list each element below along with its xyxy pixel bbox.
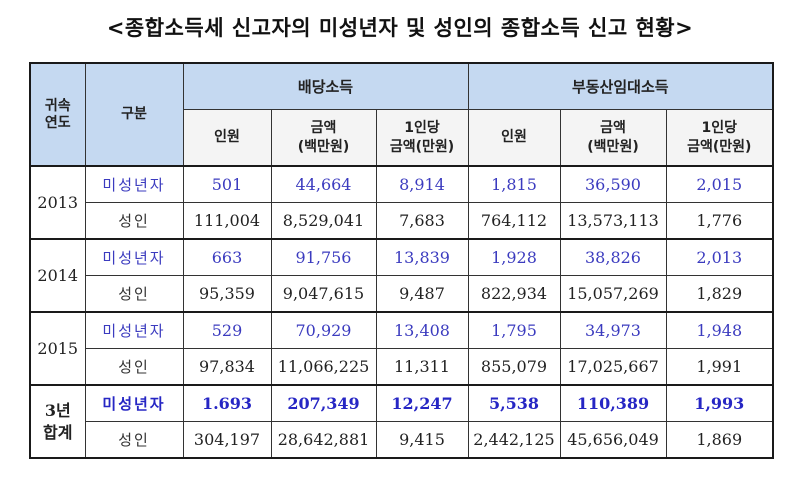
dividend-count: 501	[182, 165, 272, 203]
table-row-2015-adult: 성인 97,834 11,066,225 11,311 855,079 17,0…	[30, 348, 774, 386]
rental-count: 1,928	[467, 238, 561, 276]
dividend-per-person: 9,415	[375, 421, 469, 459]
rental-per-person: 1,776	[665, 202, 774, 240]
dividend-count: 97,834	[182, 348, 272, 386]
table-row-2014-adult: 성인 95,359 9,047,615 9,487 822,934 15,057…	[30, 275, 774, 313]
category-minor: 미성년자	[84, 165, 184, 203]
rental-per-person: 1,869	[665, 421, 774, 459]
header-group-dividend: 배당소득	[182, 62, 469, 110]
header-group-row: 귀속 연도 구분 배당소득 부동산임대소득	[29, 62, 774, 167]
category-minor: 미성년자	[84, 311, 184, 349]
dividend-per-person: 13,839	[375, 238, 469, 276]
header-rental-count: 인원	[467, 109, 561, 167]
table-row-2013-minor: 2013 미성년자 501 44,664 8,914 1,815 36,590 …	[29, 165, 774, 240]
rental-per-person: 1,991	[665, 348, 774, 386]
rental-per-person: 2,015	[665, 165, 774, 203]
header-label: 금액	[600, 119, 626, 136]
rental-amount: 13,573,113	[559, 202, 667, 240]
header-rental-amount: 금액 (백만원)	[559, 109, 667, 167]
dividend-count: 663	[182, 238, 272, 276]
header-category: 구분	[84, 62, 184, 167]
year-cell-total: 3년 합계	[29, 384, 86, 459]
rental-count: 855,079	[467, 348, 561, 386]
rental-count: 5,538	[467, 384, 561, 422]
rental-per-person: 1,829	[665, 275, 774, 313]
rental-count: 1,815	[467, 165, 561, 203]
rental-per-person: 2,013	[665, 238, 774, 276]
table-row-2013-adult: 성인 111,004 8,529,041 7,683 764,112 13,57…	[30, 202, 774, 240]
header-unit: 금액(만원)	[687, 138, 752, 155]
rental-amount: 45,656,049	[559, 421, 667, 459]
year-cell: 2013	[29, 165, 86, 240]
dividend-amount: 207,349	[270, 384, 377, 422]
header-unit: 금액(만원)	[389, 138, 455, 155]
rental-per-person: 1,948	[665, 311, 774, 349]
rental-per-person: 1,993	[665, 384, 774, 422]
dividend-per-person: 13,408	[375, 311, 469, 349]
dividend-amount: 28,642,881	[270, 421, 377, 459]
dividend-per-person: 8,914	[375, 165, 469, 203]
dividend-count: 111,004	[182, 202, 272, 240]
header-dividend-amount: 금액 (백만원)	[270, 109, 377, 167]
total-label-line2: 합계	[43, 422, 73, 442]
header-label: 인원	[214, 129, 240, 145]
total-label-line1: 3년	[44, 400, 71, 420]
dividend-count: 304,197	[182, 421, 272, 459]
header-group-rental: 부동산임대소득	[467, 62, 774, 110]
header-label: 1인당	[404, 119, 440, 136]
rental-amount: 34,973	[559, 311, 667, 349]
rental-amount: 15,057,269	[559, 275, 667, 313]
category-adult: 성인	[84, 348, 184, 386]
dividend-count: 1.693	[182, 384, 272, 422]
rental-amount: 17,025,667	[559, 348, 667, 386]
rental-count: 822,934	[467, 275, 561, 313]
rental-amount: 38,826	[559, 238, 667, 276]
year-cell: 2014	[29, 238, 86, 313]
header-dividend-count: 인원	[182, 109, 272, 167]
dividend-count: 95,359	[182, 275, 272, 313]
dividend-amount: 91,756	[270, 238, 377, 276]
year-cell: 2015	[29, 311, 86, 386]
page-title: <종합소득세 신고자의 미성년자 및 성인의 종합소득 신고 현황>	[106, 16, 694, 40]
dividend-amount: 8,529,041	[270, 202, 377, 240]
dividend-count: 529	[182, 311, 272, 349]
table-row-2015-minor: 2015 미성년자 529 70,929 13,408 1,795 34,973…	[29, 311, 774, 386]
rental-amount: 110,389	[559, 384, 667, 422]
dividend-per-person: 11,311	[375, 348, 469, 386]
category-adult: 성인	[84, 202, 184, 240]
header-unit: (백만원)	[297, 138, 350, 155]
dividend-amount: 44,664	[270, 165, 377, 203]
header-unit: (백만원)	[587, 138, 639, 155]
dividend-per-person: 7,683	[375, 202, 469, 240]
table-row-total-minor: 3년 합계 미성년자 1.693 207,349 12,247 5,538 11…	[29, 384, 774, 459]
table-row-2014-minor: 2014 미성년자 663 91,756 13,839 1,928 38,826…	[29, 238, 774, 313]
category-adult: 성인	[84, 421, 184, 459]
rental-count: 1,795	[467, 311, 561, 349]
dividend-amount: 11,066,225	[270, 348, 377, 386]
table-row-total-adult: 성인 304,197 28,642,881 9,415 2,442,125 45…	[30, 421, 774, 459]
header-year-line1: 귀속	[44, 97, 71, 114]
category-adult: 성인	[84, 275, 184, 313]
header-label: 인원	[501, 129, 527, 145]
rental-count: 2,442,125	[467, 421, 561, 459]
dividend-per-person: 9,487	[375, 275, 469, 313]
category-minor: 미성년자	[84, 238, 184, 276]
header-year-line2: 연도	[44, 114, 71, 131]
dividend-amount: 70,929	[270, 311, 377, 349]
dividend-per-person: 12,247	[375, 384, 469, 422]
rental-amount: 36,590	[559, 165, 667, 203]
dividend-amount: 9,047,615	[270, 275, 377, 313]
rental-count: 764,112	[467, 202, 561, 240]
category-minor: 미성년자	[84, 384, 184, 422]
header-label: 1인당	[701, 119, 737, 136]
header-label: 금액	[310, 119, 337, 136]
header-year: 귀속 연도	[29, 62, 86, 167]
